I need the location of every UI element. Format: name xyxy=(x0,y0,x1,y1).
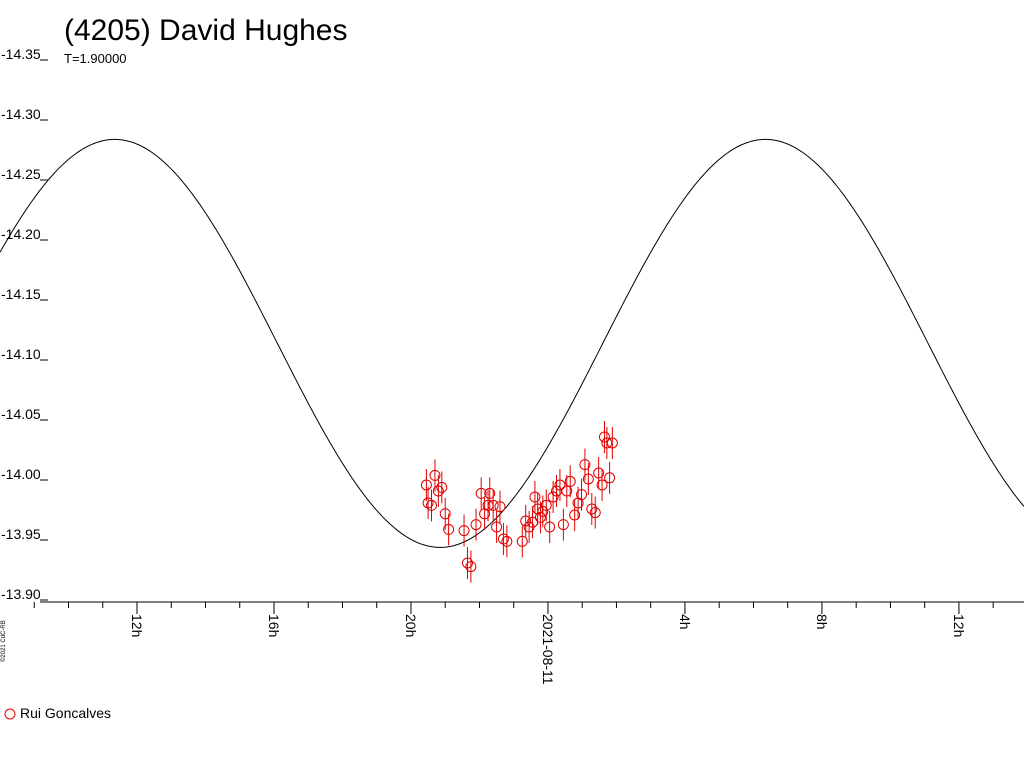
data-point xyxy=(494,501,506,513)
data-point xyxy=(596,479,608,491)
data-point xyxy=(432,485,444,497)
x-tick-label: 12h xyxy=(129,614,145,637)
data-point xyxy=(491,521,503,533)
data-point xyxy=(497,533,509,545)
y-tick-label: -13.90 xyxy=(1,586,41,602)
y-tick-label: -14.05 xyxy=(1,406,41,422)
chart-subtitle: T=1.90000 xyxy=(64,51,127,66)
data-point xyxy=(561,485,573,497)
legend: Rui Goncalves xyxy=(4,705,111,721)
y-tick-label: -13.95 xyxy=(1,526,41,542)
data-point xyxy=(586,503,598,515)
data-point xyxy=(439,508,451,520)
y-tick-label: -14.25 xyxy=(1,166,41,182)
model-curve xyxy=(0,138,1024,548)
x-tick-label: 4h xyxy=(677,614,693,630)
x-tick-label: 12h xyxy=(951,614,967,637)
data-point xyxy=(593,467,605,479)
data-point xyxy=(564,475,576,487)
data-point xyxy=(465,561,477,573)
data-point xyxy=(520,515,532,527)
data-point xyxy=(606,437,618,449)
data-point xyxy=(598,431,610,443)
data-point xyxy=(516,535,528,547)
y-axis: -14.35 -14.30 -14.25 -14.20 -14.15 -14.10 -14.… xyxy=(1,46,48,602)
x-axis: 12h 16h 20h 2021-08-11 4h 8h 12h xyxy=(33,601,1024,685)
data-point xyxy=(582,473,594,485)
data-point xyxy=(557,519,569,531)
y-tick-label: -14.15 xyxy=(1,286,41,302)
data-point xyxy=(422,497,434,509)
data-point xyxy=(501,535,513,547)
data-points xyxy=(420,421,618,583)
data-point xyxy=(487,499,499,511)
data-point xyxy=(420,479,432,491)
data-point xyxy=(569,509,581,521)
y-tick-label: -14.35 xyxy=(1,46,41,62)
x-tick-label: 8h xyxy=(814,614,830,630)
data-point xyxy=(589,507,601,519)
data-point xyxy=(461,557,473,569)
data-point xyxy=(554,479,566,491)
y-tick-label: -14.20 xyxy=(1,226,41,242)
x-tick-label: 2021-08-11 xyxy=(540,614,556,685)
data-point xyxy=(604,472,616,484)
y-tick-label: -14.00 xyxy=(1,466,41,482)
data-point xyxy=(576,489,588,501)
y-tick-label: -14.10 xyxy=(1,346,41,362)
data-point xyxy=(443,523,455,535)
data-point xyxy=(426,499,438,511)
data-point xyxy=(484,487,496,499)
data-point xyxy=(579,459,591,471)
data-point xyxy=(544,521,556,533)
data-point xyxy=(540,499,552,511)
x-tick-label: 16h xyxy=(266,614,282,637)
data-point xyxy=(458,525,470,537)
data-point xyxy=(537,505,549,517)
x-tick-label: 20h xyxy=(403,614,419,637)
y-tick-label: -14.30 xyxy=(1,106,41,122)
chart-title: (4205) David Hughes xyxy=(64,14,348,47)
data-point xyxy=(429,469,441,481)
data-point xyxy=(529,491,541,503)
data-point xyxy=(534,511,546,523)
data-point xyxy=(470,519,482,531)
legend-series-name: Rui Goncalves xyxy=(20,705,111,721)
data-point xyxy=(547,491,559,503)
legend-marker xyxy=(4,708,16,720)
data-point xyxy=(475,487,487,499)
copyright-text: ©2021 CdC-RB xyxy=(0,620,7,662)
data-point xyxy=(436,481,448,493)
